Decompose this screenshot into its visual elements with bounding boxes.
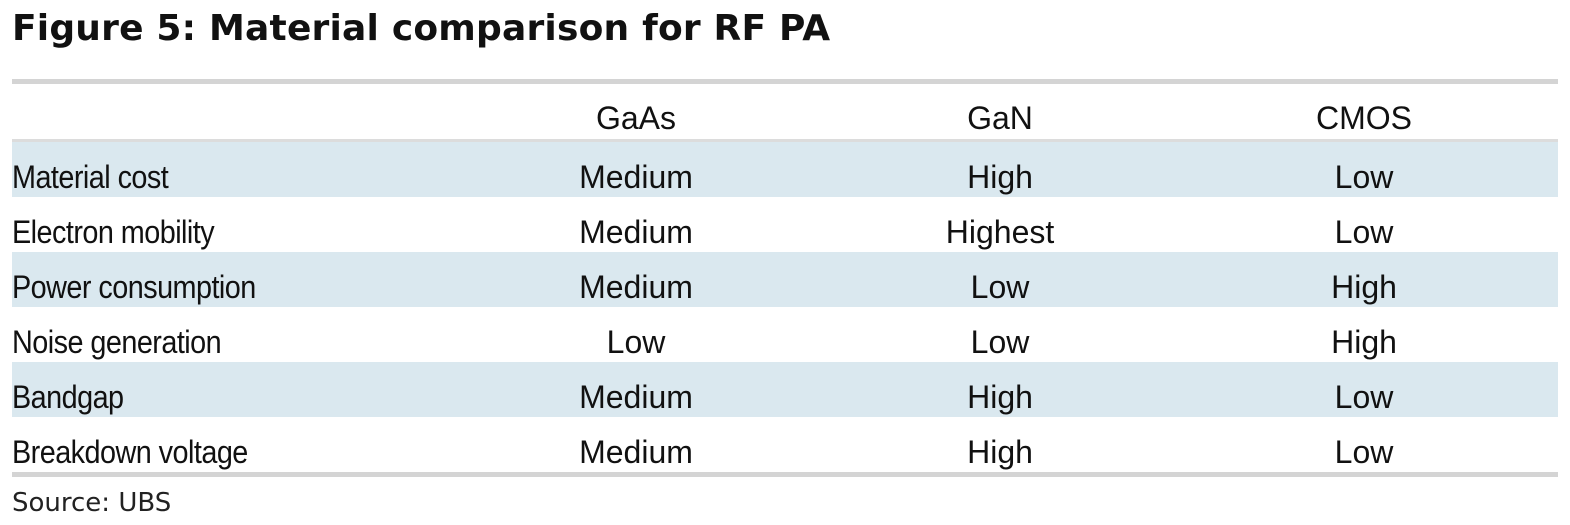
header-rule	[12, 139, 1558, 142]
cell-gaas: Medium	[579, 158, 693, 195]
cell-gaas: Medium	[579, 213, 693, 250]
column-header-gan: GaN	[967, 99, 1033, 136]
row-label: Noise generation	[12, 323, 222, 360]
table-row: Bandgap Medium High Low	[12, 362, 1558, 417]
cell-cmos: High	[1331, 268, 1397, 305]
source-note: Source: UBS	[12, 488, 172, 518]
table-header: GaAs GaN CMOS	[12, 92, 1558, 140]
cell-gaas: Low	[606, 323, 666, 360]
cell-gan: High	[967, 378, 1033, 415]
cell-gan: Highest	[945, 213, 1055, 250]
cell-cmos: Low	[1334, 378, 1394, 415]
cell-gan: Low	[970, 268, 1030, 305]
table-row: Power consumption Medium Low High	[12, 252, 1558, 307]
cell-gaas: Medium	[579, 433, 693, 470]
cell-gan: Low	[970, 323, 1030, 360]
row-label: Electron mobility	[12, 213, 215, 250]
cell-cmos: High	[1331, 323, 1397, 360]
row-label: Material cost	[12, 158, 169, 195]
figure-title: Figure 5: Material comparison for RF PA	[12, 8, 831, 49]
bottom-rule	[12, 472, 1558, 477]
table-body: Material cost Medium High Low Electron m…	[12, 142, 1558, 472]
cell-gan: High	[967, 158, 1033, 195]
row-label: Power consumption	[12, 268, 256, 305]
column-header-gaas: GaAs	[595, 99, 677, 136]
cell-cmos: Low	[1334, 158, 1394, 195]
row-label: Bandgap	[12, 378, 124, 415]
top-rule	[12, 79, 1558, 84]
table-row: Breakdown voltage Medium High Low	[12, 417, 1558, 472]
column-header-cmos: CMOS	[1316, 99, 1412, 136]
cell-gaas: Medium	[579, 378, 693, 415]
cell-gan: High	[967, 433, 1033, 470]
cell-gaas: Medium	[579, 268, 693, 305]
table-row: Noise generation Low Low High	[12, 307, 1558, 362]
table-row: Material cost Medium High Low	[12, 142, 1558, 197]
row-label: Breakdown voltage	[12, 433, 248, 470]
cell-cmos: Low	[1334, 433, 1394, 470]
table-row: Electron mobility Medium Highest Low	[12, 197, 1558, 252]
cell-cmos: Low	[1334, 213, 1394, 250]
